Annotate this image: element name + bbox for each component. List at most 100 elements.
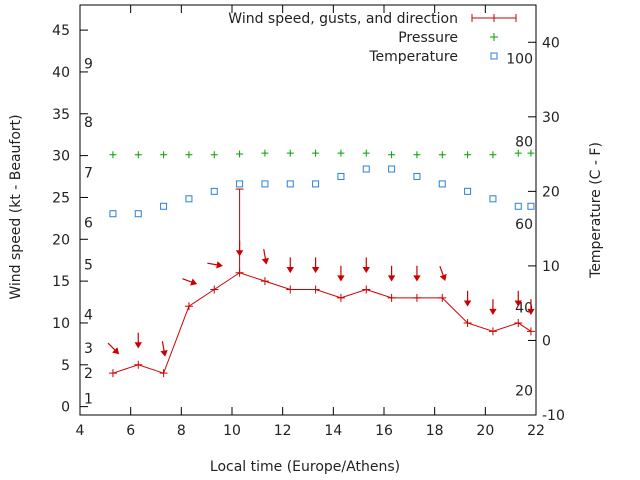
pressure-point xyxy=(312,149,320,157)
axes: 4 6 8 10 12 14 16 18 20 22051015202530354045-1001… xyxy=(52,4,565,439)
wind-direction-arrow xyxy=(235,240,244,257)
wind-direction-arrow-head xyxy=(362,266,370,274)
wind-direction-arrow xyxy=(134,332,142,349)
temperature-point xyxy=(236,180,244,188)
wind-speed-point xyxy=(438,293,447,302)
wind-direction-arrow xyxy=(463,290,472,307)
wind-direction-arrow-head xyxy=(489,308,497,316)
beaufort-label: 3 xyxy=(84,341,93,357)
x-tick-label: 20 xyxy=(476,423,494,439)
wind-direction-arrow-head xyxy=(387,275,396,282)
series-layer xyxy=(107,149,535,378)
beaufort-label: 7 xyxy=(84,165,93,181)
beaufort-label: 8 xyxy=(84,115,93,131)
beaufort-label: 9 xyxy=(84,57,93,73)
pressure-point xyxy=(286,149,294,157)
wind-direction-arrow xyxy=(261,249,270,265)
pressure-point xyxy=(236,150,244,158)
wind-direction-arrow xyxy=(387,265,396,282)
wind-direction-arrow-head xyxy=(112,347,120,355)
temperature-point xyxy=(413,172,421,180)
plot-frame xyxy=(79,4,537,416)
pressure-point xyxy=(185,151,193,159)
wind-direction-arrow xyxy=(413,265,421,282)
temperature-point xyxy=(527,202,535,210)
wind-direction-arrow-head xyxy=(514,300,522,307)
x-tick-label: 16 xyxy=(375,423,393,439)
wind-speed-point xyxy=(412,293,421,302)
fahrenheit-label: 100 xyxy=(506,52,533,68)
wind-direction-arrow-head xyxy=(463,300,472,307)
wind-speed-point xyxy=(210,285,219,294)
legend: Wind speed, gusts, and direction Pressure… xyxy=(228,11,517,65)
wind-direction-arrow xyxy=(337,265,345,282)
wind-speed-line xyxy=(112,272,532,374)
legend-label: Temperature xyxy=(368,49,458,65)
beaufort-label: 6 xyxy=(84,216,93,232)
wind-speed-point xyxy=(336,293,345,302)
wind-speed-point xyxy=(514,318,523,327)
wind-direction-arrow-head xyxy=(235,250,244,257)
wind-speed-point xyxy=(286,285,295,294)
wind-speed-point xyxy=(488,327,497,336)
pressure-point xyxy=(362,149,370,157)
y-right-tick-label: 20 xyxy=(542,184,560,200)
wind-direction-arrow xyxy=(311,257,320,274)
temperature-point xyxy=(362,165,370,173)
y-left-tick-label: 30 xyxy=(52,149,70,165)
wind-direction-arrow xyxy=(527,299,535,316)
pressure-point xyxy=(464,151,472,159)
x-tick-label: 6 xyxy=(126,423,135,439)
wind-direction-arrow xyxy=(182,278,198,286)
y-left-tick-label: 35 xyxy=(52,107,70,123)
x-tick-label: 10 xyxy=(223,423,241,439)
y-left-tick-label: 25 xyxy=(52,190,70,206)
wind-direction-arrow-head xyxy=(286,266,294,274)
wind-speed-point xyxy=(159,369,168,378)
temperature-point xyxy=(464,187,472,195)
pressure-point xyxy=(527,149,535,157)
wind-direction-arrow xyxy=(160,341,168,357)
legend-label: Pressure xyxy=(398,30,458,46)
temperature-point xyxy=(160,202,168,210)
legend-swatch-temperature xyxy=(490,52,498,60)
pressure-point xyxy=(438,151,446,159)
y-axis-label-left: Wind speed (kt - Beaufort) xyxy=(8,114,24,299)
pressure-point xyxy=(413,151,421,159)
x-axis-label: Local time (Europe/Athens) xyxy=(210,459,400,475)
wind-speed-point xyxy=(387,293,396,302)
temperature-point xyxy=(185,195,193,203)
pressure-point xyxy=(514,149,522,157)
beaufort-label: 4 xyxy=(84,308,93,324)
fahrenheit-label: 40 xyxy=(515,301,533,317)
y-left-tick-label: 0 xyxy=(61,400,70,416)
temperature-point xyxy=(489,195,497,203)
wind-speed-point xyxy=(311,285,320,294)
wind-direction-arrow xyxy=(489,299,497,316)
wind-speed-point xyxy=(184,302,193,311)
y-axis-label-right: Temperature (C - F) xyxy=(588,142,604,279)
temperature-point xyxy=(109,210,117,218)
legend-swatch-pressure xyxy=(490,33,498,41)
wind-direction-arrow-head xyxy=(337,275,345,282)
pressure-point xyxy=(210,151,218,159)
wind-direction-arrow-head xyxy=(413,275,421,282)
y-right-tick-label: -10 xyxy=(542,408,565,424)
y-right-tick-label: 30 xyxy=(542,110,560,126)
y-left-tick-label: 10 xyxy=(52,316,70,332)
temperature-point xyxy=(286,180,294,188)
temperature-point xyxy=(337,172,345,180)
pressure-point xyxy=(109,151,117,159)
temperature-point xyxy=(134,210,142,218)
x-tick-label: 14 xyxy=(324,423,342,439)
pressure-point xyxy=(160,151,168,159)
wind-direction-arrow xyxy=(439,265,447,282)
y-left-tick-label: 15 xyxy=(52,274,70,290)
wind-direction-arrow-head xyxy=(190,278,198,286)
x-tick-label: 8 xyxy=(177,423,186,439)
wind-direction-arrow xyxy=(207,261,223,269)
wind-direction-arrow-head xyxy=(216,261,223,269)
temperature-point xyxy=(312,180,320,188)
wind-direction-arrow xyxy=(107,342,120,355)
